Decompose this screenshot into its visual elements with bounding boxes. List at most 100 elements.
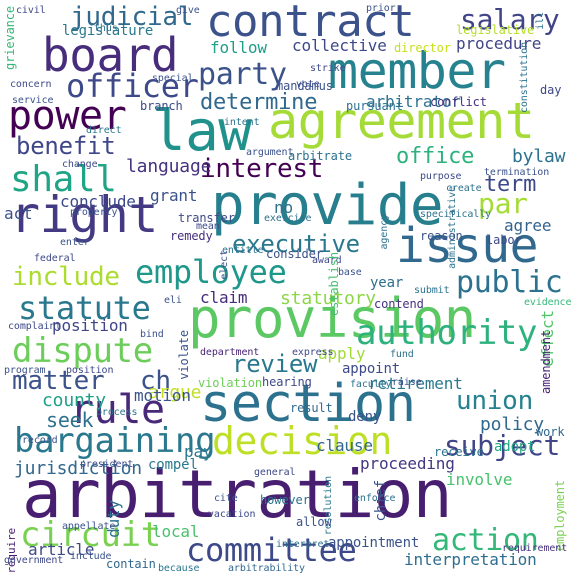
cloud-word: require — [5, 528, 18, 574]
cloud-word: rule — [70, 387, 165, 433]
cloud-word: bind — [140, 329, 164, 340]
cloud-word: result — [290, 401, 333, 415]
cloud-word: appoint — [342, 361, 401, 377]
cloud-word: change — [62, 159, 98, 170]
cloud-word: issue — [396, 218, 539, 274]
cloud-word: federal — [34, 253, 76, 264]
cloud-word: mandamus — [276, 79, 333, 93]
cloud-word: no — [274, 198, 293, 217]
cloud-word: officer — [66, 67, 199, 105]
cloud-word: branch — [140, 99, 183, 113]
cloud-word: include — [12, 262, 120, 292]
cloud-word: evidence — [524, 297, 572, 308]
cloud-word: act — [4, 204, 33, 223]
cloud-word: properly — [70, 207, 118, 218]
cloud-word: agree — [504, 216, 552, 235]
cloud-word: board — [42, 28, 179, 82]
cloud-word: salary — [460, 3, 560, 36]
cloud-word: proceeding — [360, 454, 455, 473]
cloud-word: position — [52, 316, 128, 335]
cloud-word: elect — [219, 250, 230, 280]
cloud-word: motion — [134, 386, 191, 405]
cloud-word: claim — [200, 288, 248, 307]
cloud-word: review — [232, 350, 318, 378]
cloud-word: bylaw — [512, 146, 566, 167]
cloud-word: give — [176, 5, 200, 16]
cloud-word: eli — [164, 295, 182, 306]
cloud-word: appointment — [328, 535, 420, 551]
cloud-word: pay — [184, 442, 213, 461]
cloud-word: executive — [232, 230, 360, 258]
cloud-word: action — [432, 523, 539, 558]
cloud-word: special — [152, 73, 194, 84]
cloud-word: violation — [198, 376, 262, 390]
cloud-word: collective — [292, 36, 387, 55]
cloud-word: vote — [296, 79, 320, 90]
cloud-word: power — [8, 93, 127, 139]
cloud-word: consider — [266, 247, 323, 261]
cloud-word: service — [12, 95, 54, 106]
cloud-word: director — [394, 41, 451, 55]
cloud-word: section — [200, 374, 416, 434]
cloud-word: ch — [140, 366, 171, 396]
cloud-word: authority — [356, 313, 538, 353]
cloud-word: county — [42, 390, 106, 411]
cloud-word: conflict — [430, 95, 487, 109]
cloud-word: because — [158, 563, 200, 574]
cloud-word: subject — [444, 429, 561, 462]
cloud-word: pursuant — [346, 99, 403, 113]
cloud-word: decision — [212, 419, 392, 463]
cloud-word: language — [126, 156, 212, 177]
cloud-word: arbitrator — [366, 92, 461, 111]
cloud-word: member — [328, 42, 506, 100]
cloud-word: circuit — [20, 515, 161, 555]
cloud-word: work — [536, 425, 565, 439]
cloud-word: seek — [46, 408, 94, 432]
cloud-word: article — [28, 540, 95, 559]
cloud-word: remedy — [170, 229, 213, 243]
cloud-word: however — [260, 493, 310, 507]
cloud-word: raise — [392, 377, 422, 388]
cloud-word: local — [152, 522, 200, 541]
cloud-word: arbitrability — [228, 563, 305, 574]
cloud-word: submit — [414, 285, 450, 296]
cloud-word: statutory — [280, 288, 376, 309]
cloud-word: clause — [316, 436, 373, 455]
cloud-word: contend — [374, 297, 424, 311]
cloud-word: program — [4, 365, 46, 376]
cloud-word: exercise — [264, 213, 312, 224]
cloud-word: shall — [10, 159, 117, 200]
cloud-word: fund — [390, 349, 414, 360]
cloud-word: reason — [420, 229, 463, 243]
cloud-word: faculty — [350, 379, 392, 390]
cloud-word: argue — [148, 382, 202, 403]
cloud-word: contract — [206, 0, 415, 47]
cloud-word: specifically — [420, 209, 492, 220]
cloud-word: constitution — [519, 42, 530, 114]
cloud-word: department — [200, 347, 260, 358]
cloud-word: party — [198, 57, 287, 92]
cloud-word: matter — [12, 366, 105, 396]
cloud-word: follow — [210, 38, 267, 57]
cloud-word: grievance — [3, 6, 17, 70]
cloud-word: public — [456, 265, 563, 300]
cloud-word: determine — [200, 90, 318, 115]
cloud-word: prior — [366, 3, 396, 14]
cloud-word: adopt — [494, 439, 536, 455]
cloud-word: position — [66, 365, 114, 376]
cloud-word: labor — [486, 233, 522, 247]
cloud-word: amendment — [539, 330, 553, 394]
cloud-word: civil — [16, 5, 46, 16]
cloud-word: grant — [150, 186, 198, 205]
cloud-word: agreement — [268, 92, 535, 150]
cloud-word: benefit — [16, 132, 116, 160]
cloud-word: conclude — [60, 192, 136, 211]
cloud-word: process — [96, 407, 138, 418]
cloud-word: award — [312, 255, 342, 266]
cloud-word: legislative — [456, 23, 535, 37]
cloud-word: general — [254, 467, 296, 478]
cloud-word: cite — [214, 493, 238, 504]
cloud-word: mean — [196, 221, 220, 232]
cloud-word: complaint — [8, 321, 62, 332]
